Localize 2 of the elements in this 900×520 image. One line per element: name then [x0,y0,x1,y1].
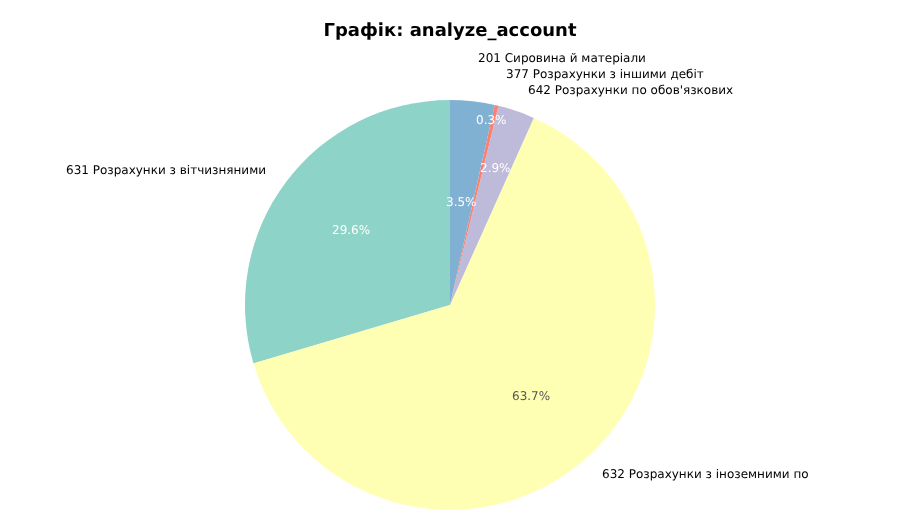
pie-slice [450,105,534,305]
chart-title: Графік: analyze_account [323,22,578,42]
